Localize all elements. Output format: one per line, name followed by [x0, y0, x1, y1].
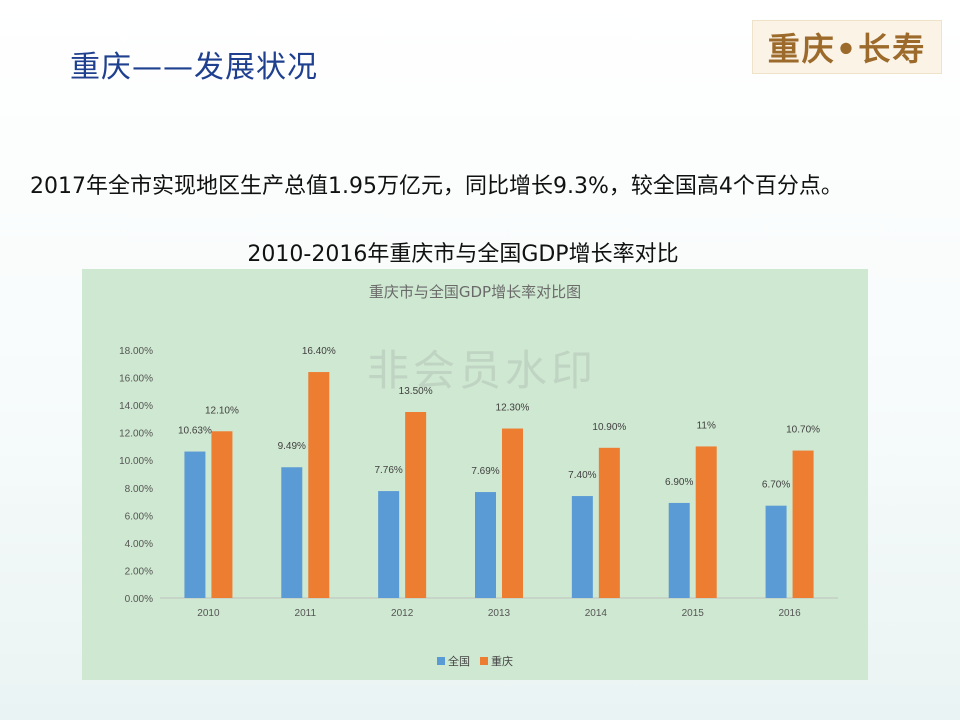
legend-item-national: 全国 [437, 653, 470, 669]
summary-text: 2017年全市实现地区生产总值1.95万亿元，同比增长9.3%，较全国高4个百分… [30, 174, 843, 199]
bar-chongqing [502, 428, 523, 598]
bar-chart: 0.00% 2.00% 4.00% 6.00% 8.00% 10.00% 12.00% 14.… [119, 346, 838, 619]
data-label: 10.90% [592, 422, 626, 433]
legend-swatch-chongqing [480, 657, 488, 665]
legend-label-national: 全国 [448, 655, 470, 668]
chart-title: 重庆市与全国GDP增长率对比图 [368, 283, 582, 301]
x-tick-label: 2011 [295, 608, 317, 619]
x-tick-label: 2016 [778, 608, 801, 619]
bar-national [281, 467, 303, 598]
chart-legend: 全国 重庆 [82, 653, 868, 669]
data-label: 7.69% [471, 466, 499, 477]
y-tick-label: 18.00% [119, 346, 153, 357]
y-tick-label: 4.00% [125, 539, 153, 550]
data-label: 12.10% [205, 405, 239, 416]
legend-label-chongqing: 重庆 [491, 655, 513, 668]
x-tick-label: 2010 [197, 608, 220, 619]
bar-chongqing [695, 446, 717, 598]
y-tick-label: 6.00% [125, 511, 153, 522]
brand-logo: 重庆•长寿 [752, 20, 942, 74]
data-label: 6.90% [665, 477, 693, 488]
watermark: 非会员水印 [367, 346, 598, 395]
y-tick-label: 0.00% [125, 594, 153, 605]
y-tick-label: 12.00% [119, 429, 153, 440]
legend-item-chongqing: 重庆 [480, 653, 513, 669]
bar-national [668, 502, 690, 598]
bar-national [571, 496, 593, 598]
bar-national [184, 451, 206, 598]
data-label: 10.63% [178, 426, 212, 437]
data-label: 7.76% [374, 465, 402, 476]
legend-swatch-national [437, 657, 445, 665]
data-label: 11% [697, 420, 716, 431]
x-tick-label: 2015 [682, 608, 705, 619]
bar-chongqing [598, 447, 620, 598]
bar-national [475, 492, 496, 598]
y-tick-label: 8.00% [125, 484, 153, 495]
chart-heading: 2010-2016年重庆市与全国GDP增长率对比 [247, 242, 679, 267]
bar-national [765, 505, 787, 598]
chart-area: 重庆市与全国GDP增长率对比图 非会员水印 0.00% 2.00% 4.00% 6.0… [82, 269, 868, 680]
slide-title: 重庆——发展状况 [70, 50, 318, 85]
bar-national [378, 491, 400, 598]
y-tick-label: 16.00% [119, 374, 153, 385]
data-label: 16.40% [302, 346, 336, 357]
data-label: 12.30% [496, 403, 530, 414]
bar-chongqing [211, 431, 233, 598]
data-label: 7.40% [568, 470, 596, 481]
y-tick-label: 14.00% [119, 401, 153, 412]
y-tick-label: 10.00% [119, 456, 153, 467]
x-tick-label: 2014 [585, 608, 608, 619]
data-label: 10.70% [786, 425, 820, 436]
bar-chongqing [308, 372, 330, 598]
y-tick-label: 2.00% [125, 566, 153, 577]
x-tick-label: 2013 [488, 608, 511, 619]
bar-chongqing [405, 412, 427, 598]
data-label: 9.49% [278, 441, 306, 452]
bar-chongqing [792, 450, 814, 598]
data-label: 13.50% [399, 386, 433, 397]
x-tick-label: 2012 [391, 608, 414, 619]
data-label: 6.70% [762, 480, 790, 491]
